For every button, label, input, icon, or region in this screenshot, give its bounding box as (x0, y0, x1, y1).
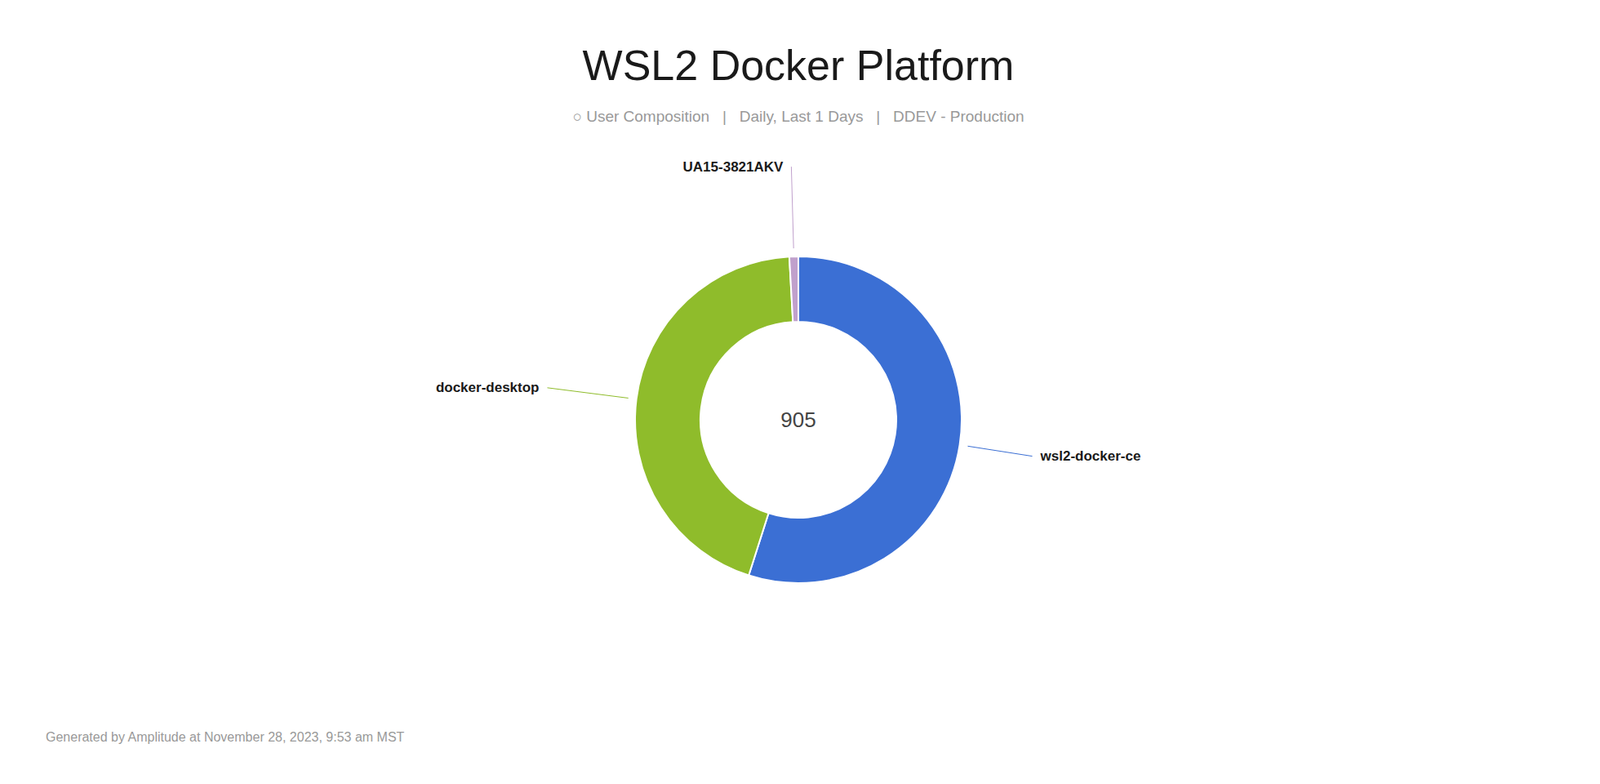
svg-text:UA15-3821AKV: UA15-3821AKV (683, 159, 784, 175)
html-text:○ User Composition | Daily, La: ○ User Composition | Daily, Last 1 Days … (572, 107, 1025, 125)
svg-text:docker-desktop: docker-desktop (435, 379, 540, 396)
svg-text:wsl2-docker-ce: wsl2-docker-ce (1040, 448, 1142, 464)
svg-text:905: 905 (780, 407, 816, 432)
html-text:WSL2 Docker Platform: WSL2 Docker Platform (582, 41, 1015, 89)
html-text:Generated by Amplitude at Nove: Generated by Amplitude at November 28, 2… (45, 729, 405, 744)
